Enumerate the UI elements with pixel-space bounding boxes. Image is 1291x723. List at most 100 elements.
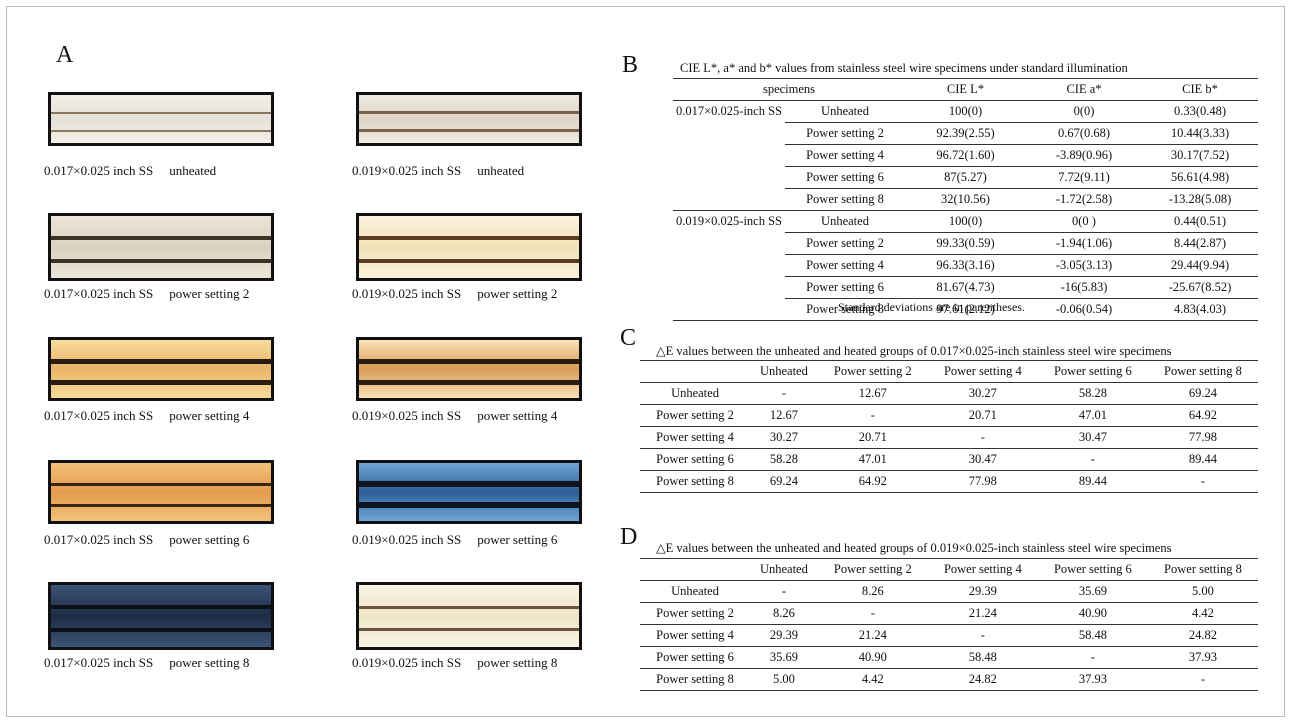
table-title: △E values between the unheated and heate… xyxy=(656,541,1172,555)
image-caption: 0.019×0.025 inch SS power setting 6 xyxy=(352,532,557,548)
cell: 47.01 xyxy=(817,448,928,471)
cie-table: specimens CIE L* CIE a* CIE b* 0.017×0.025-i… xyxy=(673,78,1258,321)
cell: 24.82 xyxy=(1147,624,1258,647)
caption-spec: 0.017×0.025 inch SS xyxy=(44,163,154,178)
header-cell: Power setting 2 xyxy=(817,558,928,581)
cell: 12.67 xyxy=(817,382,928,405)
image-caption: 0.019×0.025 inch SS power setting 4 xyxy=(352,408,557,424)
caption-condition: unheated xyxy=(169,163,217,178)
image-caption: 0.017×0.025 inch SS power setting 6 xyxy=(44,532,249,548)
cell: -1.72(2.58) xyxy=(1026,188,1142,211)
cell: 37.93 xyxy=(1037,668,1148,691)
header-cell xyxy=(640,558,751,581)
cell: - xyxy=(927,426,1038,449)
cell: 10.44(3.33) xyxy=(1142,122,1258,145)
wire-image xyxy=(48,213,274,281)
caption-condition: power setting 8 xyxy=(477,655,558,670)
cell: - xyxy=(1147,470,1258,493)
wire-image xyxy=(356,337,582,401)
cell: - xyxy=(1147,668,1258,691)
cell: 58.28 xyxy=(1037,382,1148,405)
panel-label: B xyxy=(622,52,639,78)
header-cell: Power setting 6 xyxy=(1037,558,1148,581)
data-row: Power setting 6 81.67(4.73) -16(5.83) -25.6… xyxy=(673,276,1258,299)
wire-line xyxy=(51,236,271,241)
wire-image xyxy=(356,460,582,524)
cell: 89.44 xyxy=(1037,470,1148,493)
cell: - xyxy=(927,624,1038,647)
image-caption: 0.019×0.025 inch SS unheated xyxy=(352,163,524,179)
cell: 32(10.56) xyxy=(905,188,1026,211)
cell: Unheated xyxy=(785,210,905,233)
wire-line xyxy=(359,502,579,509)
table-title: CIE L*, a* and b* values from stainless … xyxy=(680,61,1128,75)
cell: 4.83(4.03) xyxy=(1142,298,1258,321)
cell: Power setting 2 xyxy=(785,232,905,255)
caption-condition: power setting 4 xyxy=(169,408,250,423)
cell: -3.05(3.13) xyxy=(1026,254,1142,277)
cell: - xyxy=(1037,448,1148,471)
cell: - xyxy=(750,382,818,405)
cell: 12.67 xyxy=(750,404,818,427)
delta-e-table: Unheated Power setting 2 Power setting 4 Po… xyxy=(640,360,1258,493)
cell: -3.89(0.96) xyxy=(1026,144,1142,167)
image-caption: 0.017×0.025 inch SS power setting 4 xyxy=(44,408,249,424)
header-row: Unheated Power setting 2 Power setting 4 Po… xyxy=(640,360,1258,383)
image-caption: 0.019×0.025 inch SS power setting 8 xyxy=(352,655,557,671)
cell: Power setting 8 xyxy=(640,668,751,691)
cell: 20.71 xyxy=(927,404,1038,427)
data-row: 0.019×0.025-inch SS Unheated 100(0) 0(0 ) 0.… xyxy=(673,210,1258,321)
data-row: Power setting 8 5.00 4.42 24.82 37.93- xyxy=(640,668,1258,691)
wire-image xyxy=(48,582,274,650)
cell: 37.93 xyxy=(1147,646,1258,669)
cell: Power setting 4 xyxy=(640,426,751,449)
image-caption: 0.017×0.025 inch SS power setting 2 xyxy=(44,286,249,302)
cell: -13.28(5.08) xyxy=(1142,188,1258,211)
cell: 30.27 xyxy=(927,382,1038,405)
data-row: Power setting 8 32(10.56) -1.72(2.58) -13.2… xyxy=(673,188,1258,211)
wire-image xyxy=(48,337,274,401)
data-row: Power setting 4 96.72(1.60) -3.89(0.96) 30.… xyxy=(673,144,1258,167)
wire-line xyxy=(359,628,579,632)
wire-line xyxy=(51,111,271,114)
wire-image xyxy=(48,92,274,146)
data-row: 0.017×0.025-inch SS Unheated 100(0) 0(0) 0.3… xyxy=(673,101,1258,123)
header-cell: Unheated xyxy=(750,558,818,581)
data-row: Power setting 4 96.33(3.16) -3.05(3.13) 29.… xyxy=(673,254,1258,277)
cell: 21.24 xyxy=(927,602,1038,625)
cell: 40.90 xyxy=(817,646,928,669)
caption-condition: power setting 6 xyxy=(477,532,558,547)
wire-line xyxy=(359,129,579,133)
wire-line xyxy=(51,258,271,263)
data-row: Power setting 2 99.33(0.59) -1.94(1.06) 8.4… xyxy=(673,232,1258,255)
cell: 4.42 xyxy=(817,668,928,691)
cell: 35.69 xyxy=(1037,580,1148,603)
panel-label: A xyxy=(56,42,74,68)
header-cell: specimens xyxy=(673,78,905,101)
cell: 0(0 ) xyxy=(1026,210,1142,233)
cell: Power setting 6 xyxy=(640,646,751,669)
wire-image xyxy=(356,213,582,281)
data-row: Unheated -8.26 29.39 35.69 5.00 xyxy=(640,580,1258,603)
wire-line xyxy=(359,236,579,241)
wire-line xyxy=(51,129,271,132)
header-row: specimens CIE L* CIE a* CIE b* xyxy=(673,78,1258,101)
wire-image xyxy=(48,460,274,524)
caption-spec: 0.017×0.025 inch SS xyxy=(44,532,154,547)
cell: Power setting 8 xyxy=(785,298,905,321)
cell: 92.39(2.55) xyxy=(905,122,1026,145)
cell: 30.27 xyxy=(750,426,818,449)
header-cell: Power setting 8 xyxy=(1147,558,1258,581)
cell: 77.98 xyxy=(1147,426,1258,449)
cell: Power setting 4 xyxy=(785,144,905,167)
cell: Power setting 4 xyxy=(640,624,751,647)
cell: 64.92 xyxy=(1147,404,1258,427)
caption-condition: unheated xyxy=(477,163,525,178)
cell: 47.01 xyxy=(1037,404,1148,427)
wire-line xyxy=(51,358,271,364)
cell: 0.44(0.51) xyxy=(1142,210,1258,233)
cell: - xyxy=(817,404,928,427)
wire-line xyxy=(359,358,579,364)
caption-spec: 0.017×0.025 inch SS xyxy=(44,408,154,423)
